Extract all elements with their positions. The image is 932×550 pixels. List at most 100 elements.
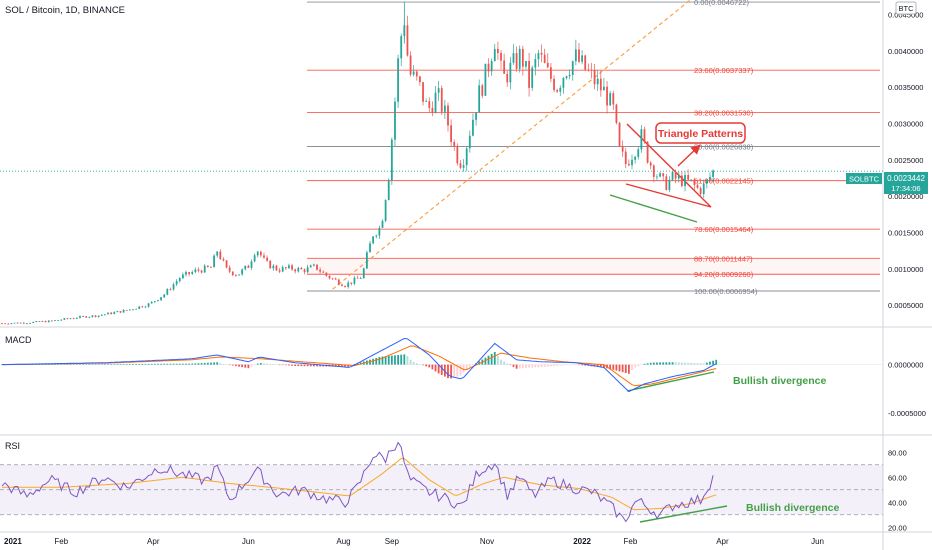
candle <box>709 172 711 183</box>
macd-histogram-bar <box>138 363 141 365</box>
candle-body <box>35 321 38 323</box>
macd-histogram-bar <box>624 364 627 373</box>
candle <box>244 265 247 271</box>
candle-body <box>390 139 393 181</box>
candle-body <box>178 278 181 282</box>
candle <box>141 305 144 308</box>
macd-histogram-bar <box>568 364 571 366</box>
candle <box>637 147 640 160</box>
time-axis-tick-5: Sep <box>385 537 400 546</box>
rsi-axis-tick-3: 20.00 <box>888 523 907 532</box>
candle <box>119 311 122 314</box>
candle-body <box>7 323 10 325</box>
macd-histogram-bar <box>384 356 387 365</box>
macd-histogram-bar <box>618 364 621 372</box>
candle <box>578 42 580 64</box>
candle-body <box>250 261 253 268</box>
candle-body <box>169 289 172 290</box>
candle-body <box>528 61 530 88</box>
candle <box>291 263 293 271</box>
price-axis-tick-3: 0.0030000 <box>888 120 923 129</box>
macd-histogram-bar <box>612 364 615 370</box>
candle <box>712 169 714 182</box>
macd-histogram-bar <box>88 364 91 365</box>
candle <box>200 269 203 274</box>
candle-body <box>16 322 19 324</box>
candle <box>468 130 471 153</box>
candle <box>509 57 512 90</box>
candle <box>409 51 412 77</box>
time-axis-tick-1: Feb <box>54 537 68 546</box>
macd-histogram-bar <box>303 364 306 367</box>
macd-histogram-bar <box>132 363 134 365</box>
macd-histogram-bar <box>356 363 359 365</box>
macd-histogram-bar <box>584 364 587 366</box>
macd-histogram-bar <box>512 364 515 367</box>
candle-body <box>584 55 587 70</box>
macd-line <box>2 337 717 393</box>
candle-body <box>378 227 381 236</box>
candle <box>618 121 621 147</box>
fib-level-label-8: 100.00(0.0006954) <box>694 287 758 296</box>
macd-histogram-bar <box>634 364 637 368</box>
macd-histogram-bar <box>206 362 209 365</box>
candle <box>500 49 502 70</box>
fib-level-label-0: 0.00(0.0046722) <box>694 0 750 7</box>
candle <box>250 259 253 271</box>
candle-body <box>627 163 630 166</box>
macd-histogram-bar <box>35 364 38 365</box>
macd-histogram-bar <box>559 364 562 366</box>
macd-histogram-bar <box>456 364 459 377</box>
candle-body <box>550 67 552 79</box>
candle-body <box>621 146 624 152</box>
candle-body <box>690 179 693 181</box>
candle-body <box>705 179 708 184</box>
candle <box>615 103 618 125</box>
macd-histogram-bar <box>306 364 309 367</box>
candle-body <box>138 306 141 309</box>
candle <box>493 43 496 62</box>
candle-body <box>652 165 655 177</box>
macd-histogram-bar <box>528 364 530 368</box>
candle-body <box>312 264 315 266</box>
macd-histogram-bar <box>281 364 284 366</box>
macd-histogram-bar <box>347 364 350 367</box>
macd-histogram-bar <box>709 361 711 365</box>
candle-body <box>394 101 396 140</box>
candle-body <box>350 282 353 284</box>
macd-histogram-bar <box>503 361 506 365</box>
macd-histogram-bar <box>609 364 612 370</box>
candle <box>256 250 259 258</box>
macd-divergence-label: Bullish divergence <box>733 375 827 387</box>
macd-histogram-bar <box>656 362 658 365</box>
macd-histogram-bar <box>702 363 705 365</box>
candle <box>185 270 187 277</box>
macd-histogram-bar <box>110 364 113 365</box>
candle <box>565 75 568 80</box>
macd-histogram-bar <box>431 364 434 370</box>
candle <box>496 41 499 61</box>
macd-divergence-line <box>626 371 715 392</box>
candle <box>309 264 312 268</box>
candle <box>51 320 53 322</box>
candle <box>353 275 356 286</box>
candle <box>543 48 546 64</box>
candle <box>194 267 197 274</box>
candle-body <box>225 260 228 268</box>
rsi-panel-title: RSI <box>5 441 20 451</box>
candle <box>284 266 287 270</box>
macd-histogram-bar <box>649 362 652 365</box>
candle <box>412 64 415 77</box>
candle <box>699 186 702 198</box>
candle <box>394 97 396 146</box>
fib-level-label-7: 94.20(0.0009260) <box>694 270 754 279</box>
candle <box>668 176 671 193</box>
candle <box>431 101 434 117</box>
macd-histogram-bar <box>468 364 471 368</box>
candle <box>147 302 150 308</box>
candle-body <box>593 70 596 85</box>
candle <box>288 263 290 269</box>
candle-body <box>375 235 378 237</box>
macd-histogram-bar <box>172 363 175 365</box>
